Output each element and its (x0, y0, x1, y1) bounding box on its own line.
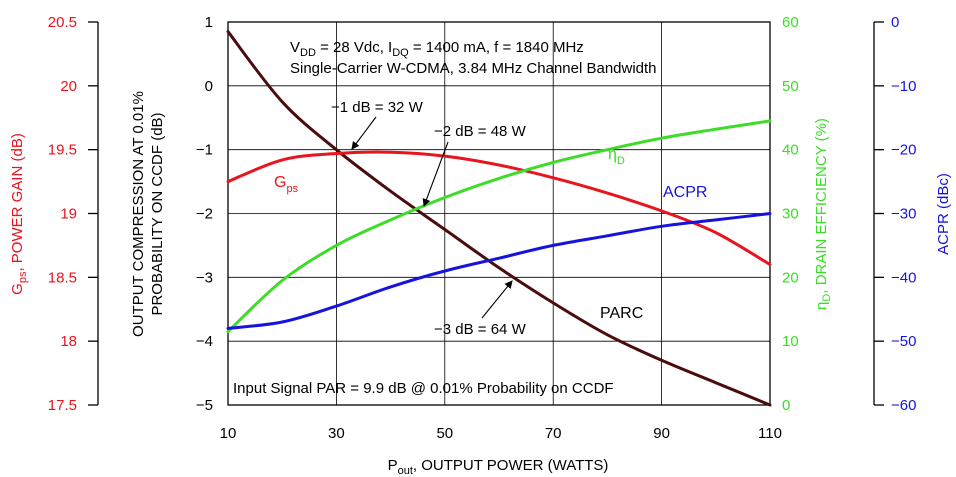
efficiency-tick-label: 30 (782, 206, 799, 223)
series-label-gps: Gps (274, 174, 299, 195)
annotation-p2-arrow (422, 141, 449, 207)
grid (228, 22, 770, 405)
efficiency-axis: 60 50 40 30 20 10 0 (782, 14, 799, 414)
gain-tick-label: 19 (60, 206, 77, 223)
compression-axis-title-line1: OUTPUT COMPRESSION AT 0.01% (130, 91, 147, 337)
efficiency-tick-label: 20 (782, 269, 799, 286)
x-tick-label: 110 (758, 425, 782, 442)
compression-tick-label: 0 (205, 78, 213, 95)
gain-tick-label: 20 (60, 78, 77, 95)
compression-tick-label: 1 (205, 14, 213, 31)
efficiency-tick-label: 40 (782, 142, 799, 159)
x-tick-label: 30 (328, 425, 345, 442)
acpr-tick-label: 0 (891, 14, 899, 31)
acpr-tick-label: −10 (891, 78, 916, 95)
series-label-eta: ηD (608, 146, 625, 167)
gain-tick-label: 18.5 (48, 269, 77, 286)
series-line-gain (226, 150, 772, 267)
x-tick-label: 90 (653, 425, 670, 442)
annotation-p2: −2 dB = 48 W (434, 123, 527, 140)
annotation-p3: −3 dB = 64 W (434, 321, 527, 338)
compression-tick-label: −2 (196, 206, 213, 223)
input-signal-note: Input Signal PAR = 9.9 dB @ 0.01% Probab… (233, 380, 614, 397)
compression-tick-label: −4 (196, 333, 213, 350)
efficiency-tick-label: 10 (782, 333, 799, 350)
conditions-line2: Single-Carrier W-CDMA, 3.84 MHz Channel … (290, 60, 657, 77)
series-line-compression (226, 30, 772, 407)
annotation-p1-arrow (351, 116, 377, 150)
efficiency-tick-label: 0 (782, 397, 790, 414)
efficiency-axis-title: ηD, DRAIN EFFICIENCY (%) (813, 118, 833, 310)
x-axis: 10 30 50 70 90 110 (220, 425, 782, 442)
gain-tick-label: 20.5 (48, 14, 77, 31)
series-line-efficiency (226, 119, 772, 334)
series-line-acpr (226, 212, 772, 330)
x-tick-label: 50 (436, 425, 453, 442)
gain-axis: 20.5 20 19.5 19 18.5 18 17.5 (48, 14, 99, 414)
gain-tick-label: 19.5 (48, 142, 77, 159)
compression-axis-title-line2: PROBABILITY ON CCDF (dB) (149, 112, 166, 315)
acpr-tick-label: −20 (891, 142, 916, 159)
acpr-tick-label: −60 (891, 397, 916, 414)
acpr-tick-label: −30 (891, 206, 916, 223)
x-axis-title: Pout, OUTPUT POWER (WATTS) (388, 457, 609, 477)
compression-axis: 1 0 −1 −2 −3 −4 −5 (196, 14, 213, 414)
compression-tick-label: −5 (196, 397, 213, 414)
compression-tick-label: −1 (196, 142, 213, 159)
series-label-acpr: ACPR (663, 184, 707, 201)
gain-tick-label: 17.5 (48, 397, 77, 414)
acpr-axis: 0 −10 −20 −30 −40 −50 −60 (873, 14, 916, 414)
annotation-p1: −1 dB = 32 W (331, 99, 424, 116)
acpr-tick-label: −40 (891, 269, 916, 286)
acpr-tick-label: −50 (891, 333, 916, 350)
conditions-line1: VDD = 28 Vdc, IDQ = 1400 mA, f = 1840 MH… (290, 39, 584, 59)
gain-axis-title: Gps, POWER GAIN (dB) (9, 133, 29, 295)
efficiency-tick-label: 60 (782, 14, 799, 31)
annotation-p3-arrow (481, 280, 513, 319)
efficiency-tick-label: 50 (782, 78, 799, 95)
series (226, 30, 772, 407)
gain-tick-label: 18 (60, 333, 77, 350)
acpr-axis-title: ACPR (dBc) (935, 173, 952, 255)
x-tick-label: 10 (220, 425, 237, 442)
x-tick-label: 70 (545, 425, 562, 442)
compression-tick-label: −3 (196, 269, 213, 286)
series-label-parc: PARC (600, 305, 643, 322)
